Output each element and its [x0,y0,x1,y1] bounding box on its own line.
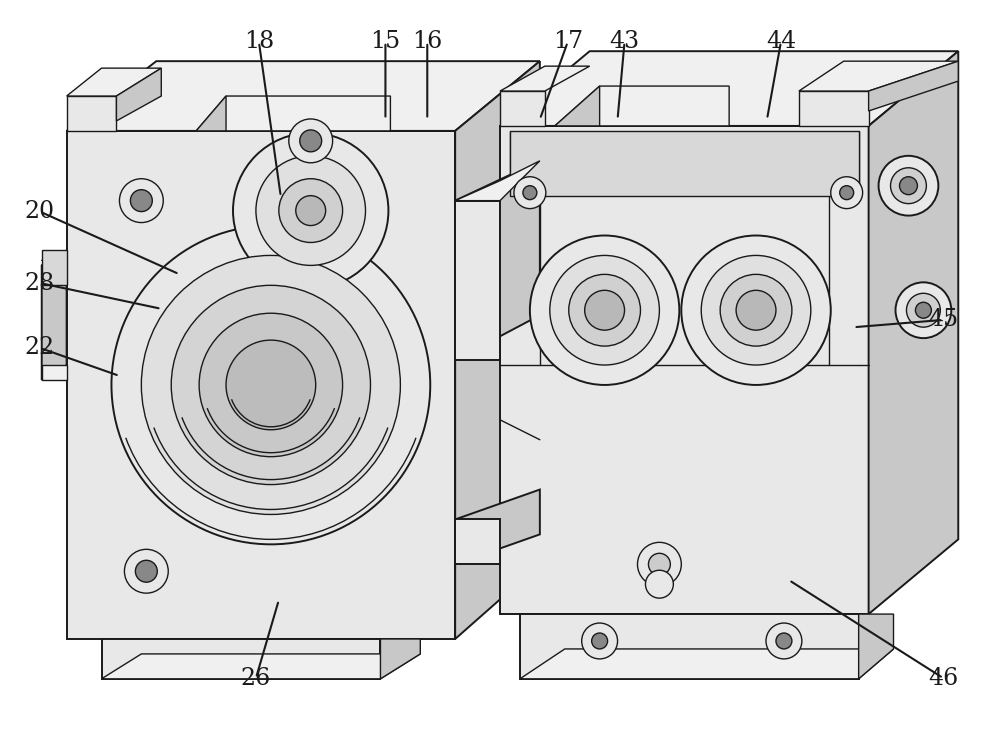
Polygon shape [520,649,894,679]
Polygon shape [869,61,958,111]
Polygon shape [380,639,420,679]
Polygon shape [500,66,590,91]
Circle shape [701,255,811,365]
Bar [42,250,67,286]
Polygon shape [799,91,869,126]
Text: 43: 43 [609,30,640,53]
Polygon shape [555,86,729,126]
Circle shape [119,179,163,223]
Text: 46: 46 [928,667,958,690]
Circle shape [111,226,430,545]
Circle shape [592,633,608,649]
Circle shape [582,623,618,659]
Circle shape [776,633,792,649]
Circle shape [585,290,625,330]
Circle shape [915,302,931,318]
Circle shape [226,340,316,430]
Text: 28: 28 [25,272,55,295]
Circle shape [530,235,679,385]
Circle shape [171,286,370,485]
Circle shape [681,235,831,385]
Polygon shape [455,161,540,201]
Circle shape [891,168,926,204]
Circle shape [840,186,854,200]
Polygon shape [102,639,380,679]
Text: 16: 16 [412,30,442,53]
Polygon shape [42,250,67,380]
Polygon shape [455,61,540,639]
Polygon shape [102,654,420,679]
Circle shape [289,119,333,163]
Circle shape [899,177,917,195]
Circle shape [645,571,673,598]
Circle shape [637,542,681,586]
Circle shape [135,560,157,582]
Text: 45: 45 [928,309,958,332]
Polygon shape [859,614,894,679]
Polygon shape [67,96,116,131]
Circle shape [279,179,343,243]
Circle shape [766,623,802,659]
Circle shape [256,156,366,266]
Circle shape [124,549,168,593]
Polygon shape [67,61,540,131]
Polygon shape [116,68,161,121]
Circle shape [648,554,670,575]
Circle shape [879,156,938,215]
Circle shape [296,195,326,226]
Polygon shape [196,96,226,131]
Circle shape [523,186,537,200]
Text: 22: 22 [25,337,55,360]
Circle shape [141,255,400,514]
Text: 44: 44 [766,30,796,53]
Polygon shape [67,131,455,639]
Polygon shape [42,365,67,380]
Circle shape [720,275,792,346]
Circle shape [896,283,951,338]
Circle shape [831,177,863,209]
Text: 15: 15 [370,30,400,53]
Polygon shape [555,86,600,126]
Polygon shape [799,61,958,91]
Circle shape [736,290,776,330]
Polygon shape [67,68,161,96]
Polygon shape [500,126,869,614]
Text: 17: 17 [553,30,583,53]
Circle shape [199,313,343,457]
Circle shape [569,275,640,346]
Polygon shape [869,51,958,614]
Circle shape [300,130,322,152]
Circle shape [130,189,152,212]
Polygon shape [196,96,390,131]
Polygon shape [42,250,67,280]
Polygon shape [455,201,500,360]
Polygon shape [455,161,540,360]
Text: 20: 20 [25,200,55,223]
Circle shape [550,255,659,365]
Text: 18: 18 [244,30,274,53]
Polygon shape [520,614,859,679]
Polygon shape [500,91,545,126]
Circle shape [906,293,940,327]
Circle shape [514,177,546,209]
Polygon shape [455,490,540,565]
Circle shape [233,133,388,289]
Polygon shape [455,519,500,565]
Bar [510,131,859,195]
Text: 26: 26 [241,667,271,690]
Polygon shape [500,51,958,126]
